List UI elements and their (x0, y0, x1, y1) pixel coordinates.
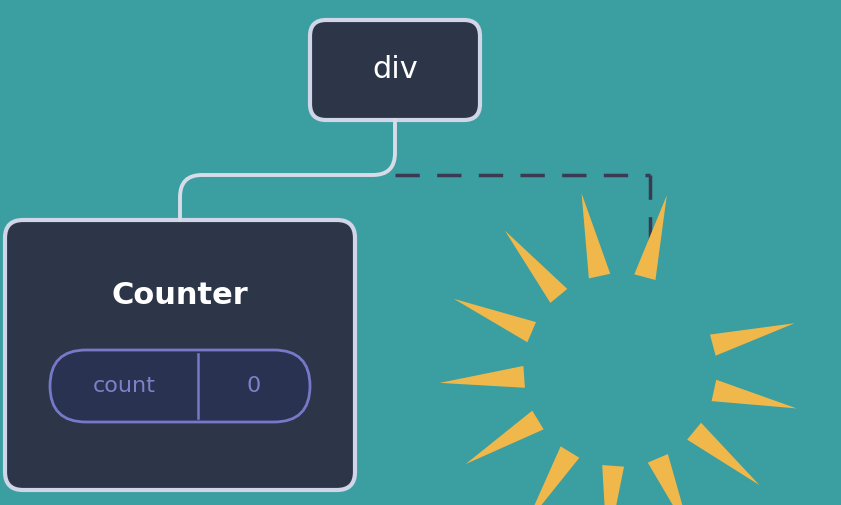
Polygon shape (634, 195, 667, 280)
Polygon shape (505, 231, 568, 303)
Text: count: count (93, 376, 156, 396)
FancyBboxPatch shape (310, 20, 480, 120)
Polygon shape (526, 446, 579, 505)
Text: div: div (372, 56, 418, 84)
FancyBboxPatch shape (50, 350, 310, 422)
Text: 0: 0 (247, 376, 262, 396)
FancyBboxPatch shape (5, 220, 355, 490)
Polygon shape (582, 193, 611, 278)
Polygon shape (466, 411, 543, 464)
Polygon shape (711, 380, 796, 409)
Text: Counter: Counter (112, 280, 248, 310)
Polygon shape (440, 366, 525, 388)
Polygon shape (687, 423, 759, 485)
Polygon shape (710, 323, 795, 356)
Polygon shape (602, 465, 624, 505)
Polygon shape (454, 299, 536, 342)
Polygon shape (648, 454, 691, 505)
